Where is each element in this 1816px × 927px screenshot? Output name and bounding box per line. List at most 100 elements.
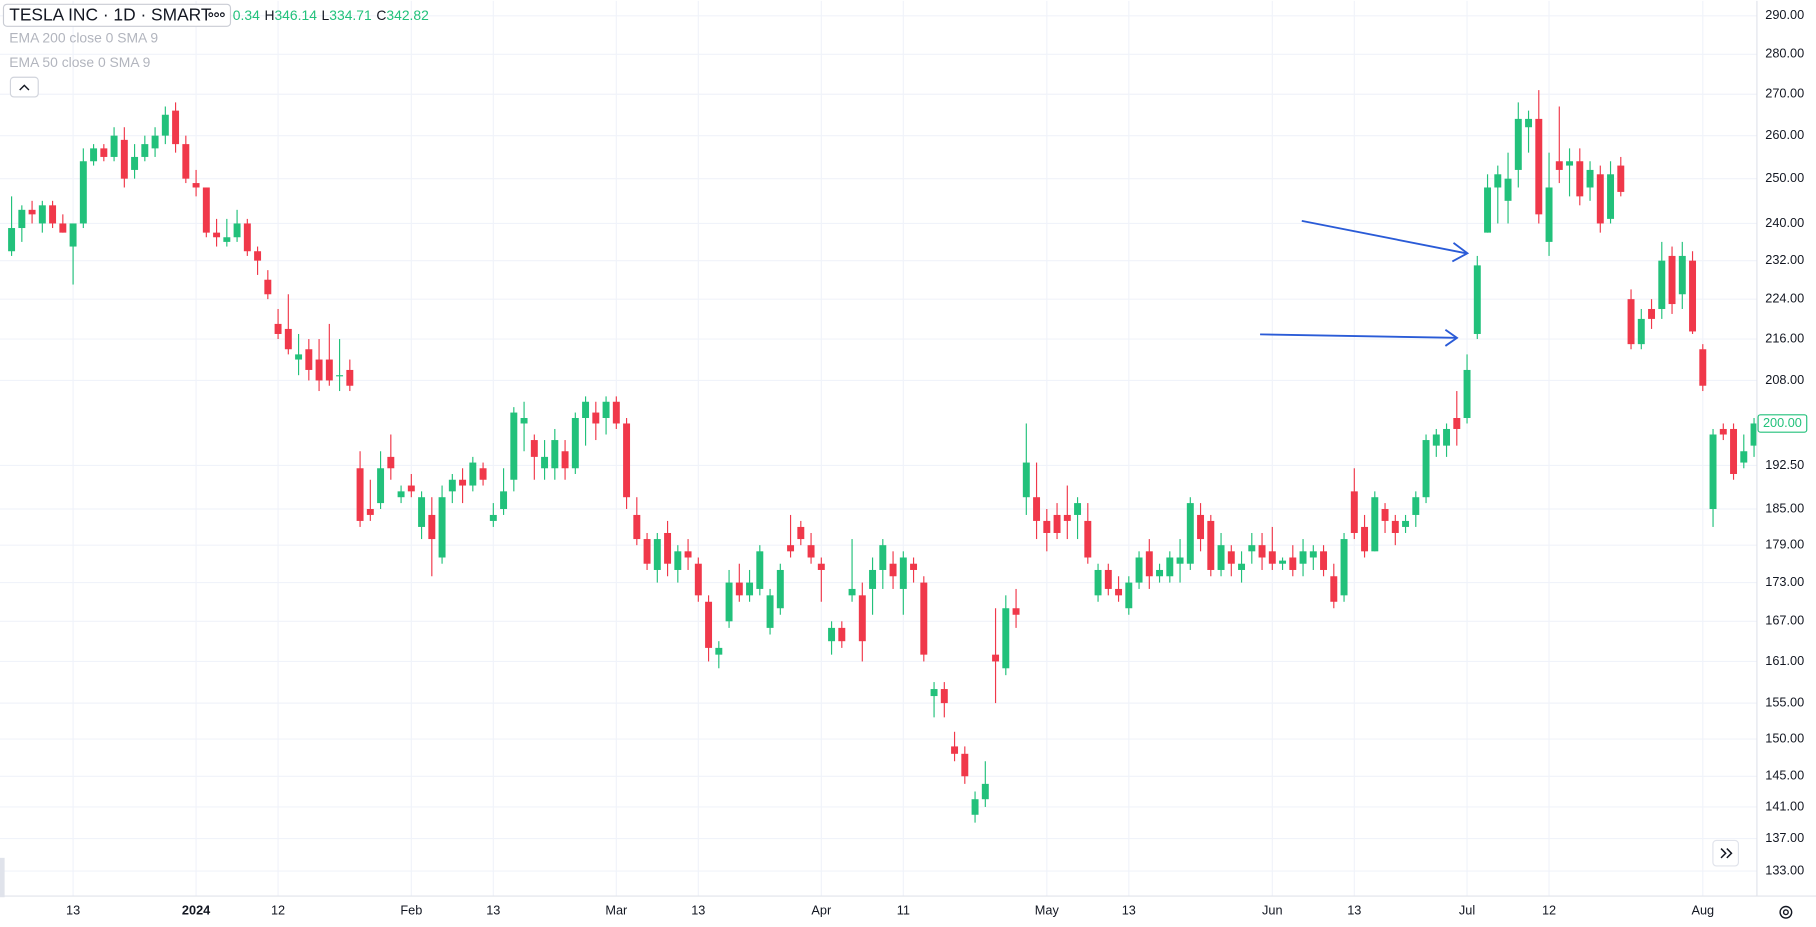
- candle-body: [366, 509, 374, 515]
- ohlc-legend: 0.34 H346.14 L334.71 C342.82: [233, 7, 429, 23]
- candle-body: [120, 139, 128, 179]
- candle-body: [910, 563, 918, 570]
- candle-body: [192, 183, 200, 188]
- candle-body: [787, 545, 795, 552]
- candle-body: [940, 689, 948, 704]
- candle-body: [623, 423, 631, 498]
- candle-body: [459, 479, 467, 486]
- candle-body: [202, 187, 210, 233]
- y-tick-label: 167.00: [1765, 613, 1804, 628]
- candle-body: [981, 783, 989, 800]
- price-tag-label: 200.00: [1763, 415, 1802, 430]
- candle-body: [1402, 520, 1410, 527]
- candle-body: [817, 563, 825, 570]
- candle-body: [1350, 491, 1358, 533]
- candle-body: [1053, 514, 1061, 533]
- candle-body: [161, 114, 169, 136]
- candle-body: [1268, 551, 1276, 564]
- candle-body: [243, 223, 251, 252]
- candle-body: [1709, 434, 1717, 510]
- candle-body: [992, 654, 1000, 662]
- x-tick-label: Jul: [1459, 902, 1475, 917]
- candle-body: [1002, 608, 1010, 669]
- y-tick-label: 145.00: [1765, 768, 1804, 783]
- candle-body: [951, 746, 959, 754]
- candle-body: [1063, 514, 1071, 521]
- candle-body: [1514, 118, 1522, 170]
- candle-body: [1668, 255, 1676, 305]
- ohlc-value: 342.82: [386, 7, 429, 23]
- candle-body: [1012, 608, 1020, 615]
- candle-body: [602, 401, 610, 419]
- candle-body: [1658, 260, 1666, 309]
- candle-body: [407, 485, 415, 492]
- candle-body: [1637, 318, 1645, 345]
- candle-body: [1689, 260, 1697, 332]
- y-tick-label: 216.00: [1765, 330, 1804, 345]
- candle-body: [1484, 187, 1492, 233]
- candle-body: [797, 526, 805, 540]
- x-tick-label: 13: [1347, 902, 1361, 917]
- candle-body: [776, 569, 784, 609]
- candle-body: [1176, 557, 1184, 564]
- symbol-title: TESLA INC · 1D · SMART: [9, 4, 212, 24]
- ohlc-key: H: [264, 7, 274, 23]
- candle-body: [141, 144, 149, 157]
- y-tick-label: 137.00: [1765, 830, 1804, 845]
- candle-body: [551, 440, 559, 469]
- candle-body: [254, 251, 262, 261]
- candle-body: [8, 228, 16, 252]
- candle-body: [530, 440, 538, 457]
- x-tick-label: 12: [271, 902, 285, 917]
- symbol-box[interactable]: [2, 3, 232, 27]
- candle-body: [1197, 514, 1205, 540]
- candle-body: [79, 161, 87, 224]
- candle-body: [1156, 569, 1164, 577]
- candle-body: [1545, 187, 1553, 242]
- settings-icon[interactable]: [1779, 905, 1793, 919]
- candle-body: [930, 689, 938, 697]
- annotation-arrow: [1260, 219, 1470, 347]
- y-tick-label: 280.00: [1765, 46, 1804, 61]
- x-tick-label: 13: [66, 902, 80, 917]
- candle-body: [1330, 576, 1338, 602]
- x-tick-label: 12: [1542, 902, 1556, 917]
- candle-body: [1566, 161, 1574, 166]
- x-tick-label: Mar: [605, 902, 628, 917]
- candle-body: [38, 205, 46, 224]
- more-icon[interactable]: [208, 12, 225, 18]
- y-tick-label: 179.00: [1765, 537, 1804, 552]
- candle-body: [869, 569, 877, 589]
- candles: 200.00: [8, 90, 1808, 823]
- y-tick-label: 155.00: [1765, 694, 1804, 709]
- candle-body: [592, 412, 600, 424]
- indicator-legend: EMA 200 close 0 SMA 9: [9, 30, 158, 46]
- candle-body: [1227, 551, 1235, 564]
- candle-body: [49, 205, 57, 224]
- candle-body: [1320, 551, 1328, 570]
- candle-body: [305, 349, 313, 370]
- candle-body: [1494, 174, 1502, 188]
- candle-body: [28, 209, 36, 215]
- candle-body: [643, 539, 651, 564]
- indicator-legend: EMA 50 close 0 SMA 9: [9, 54, 150, 70]
- candle-body: [428, 514, 436, 540]
- scroll-button[interactable]: [1712, 839, 1739, 867]
- candle-body: [1145, 551, 1153, 577]
- candle-body: [1678, 255, 1686, 295]
- collapse-button[interactable]: [9, 76, 39, 98]
- candle-body: [264, 279, 272, 295]
- candle-body: [828, 627, 836, 642]
- candle-body: [69, 223, 77, 247]
- candle-body: [1391, 520, 1399, 533]
- candle-body: [315, 359, 323, 381]
- y-tick-label: 240.00: [1765, 215, 1804, 230]
- x-tick-label: Jun: [1262, 902, 1283, 917]
- candle-body: [1740, 451, 1748, 463]
- candle-body: [766, 595, 774, 628]
- candle-body: [582, 401, 590, 419]
- candle-body: [571, 418, 579, 469]
- x-tick-label: 2024: [182, 902, 210, 917]
- candle-body: [971, 799, 979, 815]
